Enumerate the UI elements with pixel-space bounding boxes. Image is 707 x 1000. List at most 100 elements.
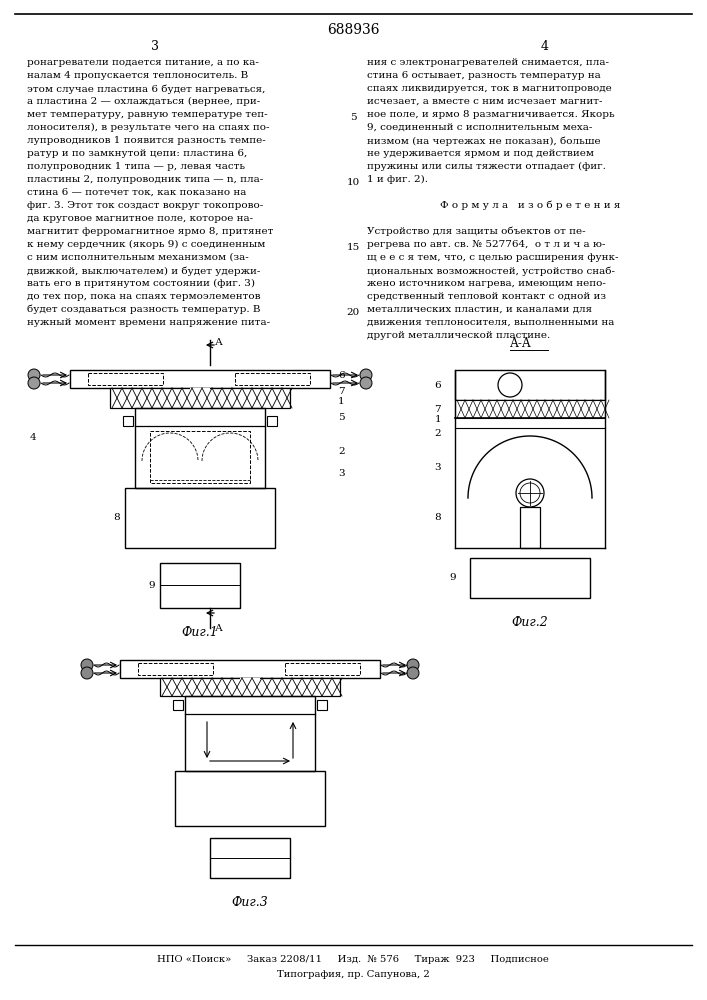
Text: нужный момент времени напряжение пита-: нужный момент времени напряжение пита- [27, 318, 270, 327]
Text: 20: 20 [346, 308, 360, 317]
Circle shape [516, 479, 544, 507]
Text: Фиг.2: Фиг.2 [512, 616, 549, 629]
Bar [160, 563, 240, 608]
Circle shape [81, 667, 93, 679]
Text: спаях ликвидируется, ток в магнитопроводе: спаях ликвидируется, ток в магнитопровод… [367, 84, 612, 93]
Circle shape [28, 369, 40, 381]
Text: 8: 8 [434, 514, 441, 522]
Text: 10: 10 [346, 178, 360, 187]
Text: движкой, выключателем) и будет удержи-: движкой, выключателем) и будет удержи- [27, 266, 260, 275]
Bar [185, 696, 315, 771]
Bar [455, 400, 605, 418]
Bar [317, 700, 327, 710]
Text: щ е е с я тем, что, с целью расширения функ-: щ е е с я тем, что, с целью расширения ф… [367, 253, 619, 262]
Text: 15: 15 [346, 243, 360, 252]
Bar [88, 373, 163, 385]
Text: да круговое магнитное поле, которое на-: да круговое магнитное поле, которое на- [27, 214, 253, 223]
Text: этом случае пластина 6 будет нагреваться,: этом случае пластина 6 будет нагреваться… [27, 84, 265, 94]
Text: ное поле, и ярмо 8 размагничивается. Якорь: ное поле, и ярмо 8 размагничивается. Яко… [367, 110, 614, 119]
Bar [470, 558, 590, 598]
Bar [173, 700, 183, 710]
Circle shape [81, 659, 93, 671]
Text: до тех пор, пока на спаях термоэлементов: до тех пор, пока на спаях термоэлементов [27, 292, 260, 301]
Text: А: А [215, 338, 223, 347]
Bar [120, 660, 380, 678]
Text: 4: 4 [541, 39, 549, 52]
Bar [110, 388, 290, 408]
Text: регрева по авт. св. № 527764,  о т л и ч а ю-: регрева по авт. св. № 527764, о т л и ч … [367, 240, 605, 249]
Bar [267, 416, 277, 426]
Text: 6: 6 [338, 370, 344, 379]
Text: 5: 5 [338, 414, 344, 422]
Text: 7: 7 [434, 404, 441, 414]
Text: пружины или силы тяжести отпадает (фиг.: пружины или силы тяжести отпадает (фиг. [367, 162, 606, 171]
Text: движения теплоносителя, выполненными на: движения теплоносителя, выполненными на [367, 318, 614, 327]
Text: средственный тепловой контакт с одной из: средственный тепловой контакт с одной из [367, 292, 606, 301]
Text: с ним исполнительным механизмом (за-: с ним исполнительным механизмом (за- [27, 253, 249, 262]
Bar [455, 370, 605, 400]
Bar [285, 663, 360, 675]
Bar [160, 678, 340, 696]
Text: Ф о р м у л а   и з о б р е т е н и я: Ф о р м у л а и з о б р е т е н и я [440, 201, 620, 211]
Text: А-А: А-А [510, 337, 532, 350]
Text: 6: 6 [434, 380, 441, 389]
Bar [240, 678, 260, 696]
Text: стина 6 — потечет ток, как показано на: стина 6 — потечет ток, как показано на [27, 188, 246, 197]
Bar [125, 488, 275, 548]
Text: НПО «Поиск»     Заказ 2208/11     Изд.  № 576     Тираж  923     Подписное: НПО «Поиск» Заказ 2208/11 Изд. № 576 Тир… [157, 955, 549, 964]
Text: 9, соединенный с исполнительным меха-: 9, соединенный с исполнительным меха- [367, 123, 592, 132]
Text: 3: 3 [434, 464, 441, 473]
Bar [520, 507, 540, 548]
Bar [210, 838, 290, 878]
Circle shape [360, 377, 372, 389]
Text: Фиг.1: Фиг.1 [182, 626, 218, 639]
Circle shape [407, 659, 419, 671]
Text: полупроводник 1 типа — p, левая часть: полупроводник 1 типа — p, левая часть [27, 162, 245, 171]
Text: к нему сердечник (якорь 9) с соединенным: к нему сердечник (якорь 9) с соединенным [27, 240, 265, 249]
Text: мет температуру, равную температуре теп-: мет температуру, равную температуре теп- [27, 110, 268, 119]
Bar [150, 431, 250, 483]
Text: низмом (на чертежах не показан), больше: низмом (на чертежах не показан), больше [367, 136, 601, 145]
Text: Фиг.3: Фиг.3 [232, 896, 269, 909]
Text: 3: 3 [151, 39, 159, 52]
Text: исчезает, а вместе с ним исчезает магнит-: исчезает, а вместе с ним исчезает магнит… [367, 97, 602, 106]
Text: А: А [215, 624, 223, 633]
Bar [123, 416, 133, 426]
Text: 2: 2 [434, 428, 441, 438]
Text: циональных возможностей, устройство снаб-: циональных возможностей, устройство снаб… [367, 266, 615, 275]
Text: жено источником нагрева, имеющим непо-: жено источником нагрева, имеющим непо- [367, 279, 606, 288]
Circle shape [28, 377, 40, 389]
Bar [175, 771, 325, 826]
Circle shape [360, 369, 372, 381]
Text: лоносителя), в результате чего на спаях по-: лоносителя), в результате чего на спаях … [27, 123, 269, 132]
Text: 9: 9 [148, 580, 155, 589]
Text: металлических пластин, и каналами для: металлических пластин, и каналами для [367, 305, 592, 314]
Text: лупроводников 1 появится разность темпе-: лупроводников 1 появится разность темпе- [27, 136, 266, 145]
Circle shape [407, 667, 419, 679]
Text: а пластина 2 — охлаждаться (вернее, при-: а пластина 2 — охлаждаться (вернее, при- [27, 97, 260, 106]
Text: стина 6 остывает, разность температур на: стина 6 остывает, разность температур на [367, 71, 601, 80]
Text: 1 и фиг. 2).: 1 и фиг. 2). [367, 175, 428, 184]
Text: пластины 2, полупроводник типа — n, пла-: пластины 2, полупроводник типа — n, пла- [27, 175, 263, 184]
Text: будет создаваться разность температур. В: будет создаваться разность температур. В [27, 305, 260, 314]
Text: 5: 5 [350, 113, 356, 122]
Text: налам 4 пропускается теплоноситель. В: налам 4 пропускается теплоноситель. В [27, 71, 248, 80]
Text: 7: 7 [338, 387, 344, 396]
Text: ронагреватели подается питание, а по ка-: ронагреватели подается питание, а по ка- [27, 58, 259, 67]
Text: 1: 1 [338, 397, 344, 406]
Text: 2: 2 [338, 446, 344, 456]
Text: Устройство для защиты объектов от пе-: Устройство для защиты объектов от пе- [367, 227, 585, 236]
Text: Типография, пр. Сапунова, 2: Типография, пр. Сапунова, 2 [276, 970, 429, 979]
Text: не удерживается ярмом и под действием: не удерживается ярмом и под действием [367, 149, 594, 158]
Bar [135, 408, 265, 488]
Text: ратур и по замкнутой цепи: пластина 6,: ратур и по замкнутой цепи: пластина 6, [27, 149, 247, 158]
Text: ния с электронагревателей снимается, пла-: ния с электронагревателей снимается, пла… [367, 58, 609, 67]
Text: вать его в притянутом состоянии (фиг. 3): вать его в притянутом состоянии (фиг. 3) [27, 279, 255, 288]
Text: 688936: 688936 [327, 23, 379, 37]
Text: 8: 8 [113, 514, 119, 522]
Text: 9: 9 [450, 574, 456, 582]
Text: магнитит ферромагнитное ярмо 8, притянет: магнитит ферромагнитное ярмо 8, притянет [27, 227, 274, 236]
Bar [70, 370, 330, 388]
Text: 1: 1 [434, 416, 441, 424]
Text: 4: 4 [30, 434, 37, 442]
